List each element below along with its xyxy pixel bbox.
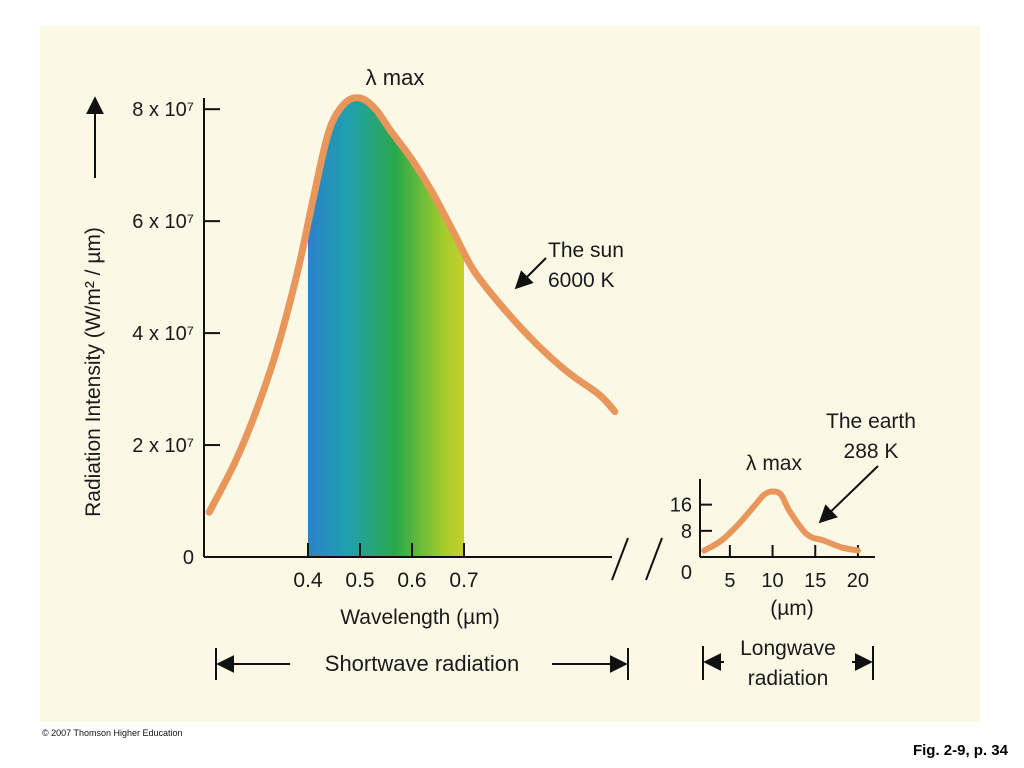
inset-peak-label: λ max [746, 452, 803, 475]
main-y-tick-label: 4 x 10⁷ [132, 323, 194, 345]
inset-x-tick-label: 10 [761, 570, 783, 592]
inset-x-tick-label: 5 [724, 570, 735, 592]
main-y-ticks: 0 2 x 10⁷ 4 x 10⁷ 6 x 10⁷ 8 x 10⁷ [132, 99, 220, 569]
main-axes [203, 98, 612, 558]
inset-y-tick-label: 16 [670, 495, 692, 517]
main-y-tick-label: 0 [183, 547, 194, 569]
shortwave-range-indicator: Shortwave radiation [215, 648, 629, 680]
visible-spectrum-band [308, 97, 464, 557]
longwave-range-indicator: Longwave radiation [702, 637, 874, 690]
inset-x-ticks: 5 10 15 20 [724, 545, 869, 592]
longwave-label-line1: Longwave [740, 637, 836, 660]
inset-y-tick-label: 8 [681, 521, 692, 543]
copyright-notice: © 2007 Thomson Higher Education [42, 728, 183, 738]
main-x-ticks: 0.4 0.5 0.6 0.7 [293, 543, 479, 592]
sun-series-label: The sun [548, 239, 624, 262]
earth-pointer-arrow-icon [818, 465, 879, 524]
axis-break-icon [611, 537, 663, 581]
figure-reference: Fig. 2-9, p. 34 [912, 742, 1008, 759]
main-x-axis-label: Wavelength (µm) [340, 606, 500, 629]
inset-x-tick-label: 15 [804, 570, 826, 592]
inset-y-tick-label: 0 [681, 562, 692, 584]
main-x-tick-label: 0.4 [293, 569, 323, 592]
main-peak-label: λ max [366, 65, 425, 90]
sun-pointer-arrow-icon [514, 257, 547, 290]
inset-y-ticks: 0 8 16 [670, 495, 712, 584]
sun-curve-line [205, 94, 619, 516]
main-y-axis-label: Radiation Intensity (W/m² / µm) [82, 227, 105, 517]
inset-x-axis-label: (µm) [770, 597, 814, 620]
main-x-tick-label: 0.6 [397, 569, 426, 592]
main-x-tick-label: 0.7 [449, 569, 478, 592]
longwave-label-line2: radiation [748, 667, 829, 690]
earth-series-temp: 288 K [844, 440, 899, 463]
sun-series-temp: 6000 K [548, 269, 615, 292]
shortwave-label: Shortwave radiation [325, 651, 519, 676]
inset-x-tick-label: 20 [847, 570, 869, 592]
inset-axes [699, 479, 875, 558]
main-y-tick-label: 6 x 10⁷ [132, 211, 194, 233]
main-x-tick-label: 0.5 [345, 569, 374, 592]
main-y-tick-label: 2 x 10⁷ [132, 435, 194, 457]
earth-curve-line [701, 488, 861, 554]
main-y-tick-label: 8 x 10⁷ [132, 99, 194, 121]
figure-panel [40, 26, 980, 722]
earth-series-label: The earth [826, 410, 916, 433]
